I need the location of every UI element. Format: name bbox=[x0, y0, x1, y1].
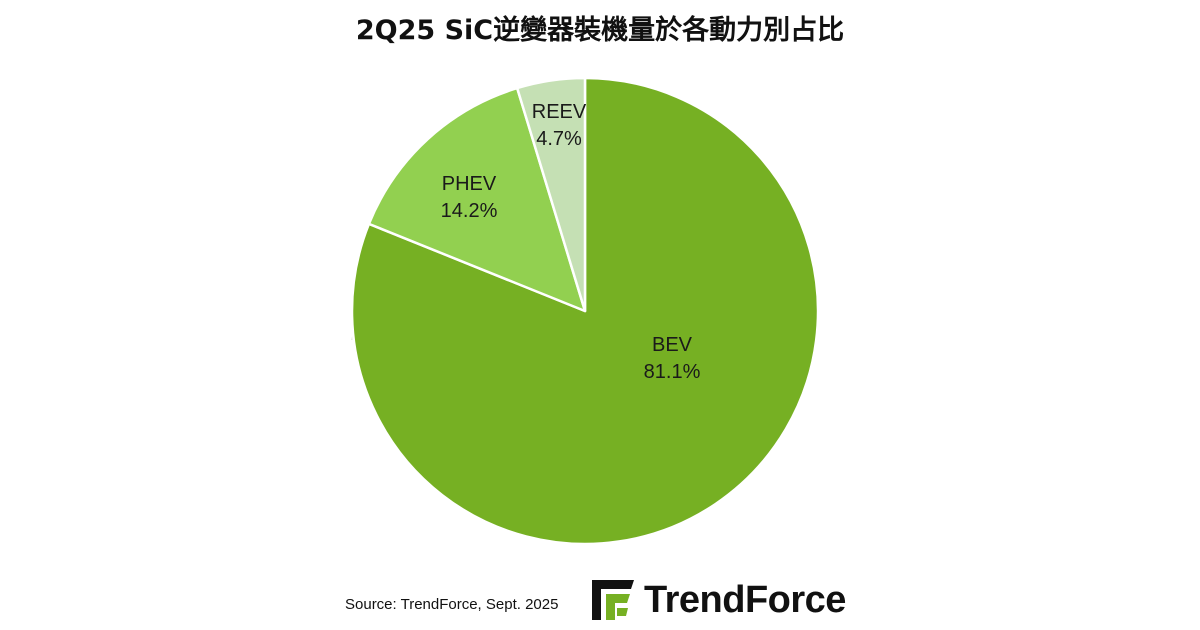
source-note: Source: TrendForce, Sept. 2025 bbox=[345, 596, 559, 613]
slice-value-bev: 81.1% bbox=[644, 361, 701, 383]
pie-slice-phev bbox=[367, 86, 587, 313]
trendforce-logo-icon bbox=[592, 580, 634, 620]
slice-label-reev: REEV bbox=[532, 101, 587, 123]
trendforce-logo-text: TrendForce bbox=[644, 578, 846, 621]
chart-title: 2Q25 SiC逆變器裝機量於各動力別占比 bbox=[355, 15, 845, 46]
slice-value-reev: 4.7% bbox=[536, 128, 582, 150]
pie-labels: BEV 81.1% PHEV 14.2% REEV 4.7% bbox=[441, 101, 701, 383]
slice-value-phev: 14.2% bbox=[441, 200, 498, 222]
trendforce-logo: TrendForce bbox=[588, 578, 846, 622]
pie-slices bbox=[350, 76, 820, 546]
slice-label-phev: PHEV bbox=[442, 173, 497, 195]
pie-slice-reev bbox=[515, 76, 587, 313]
slice-label-bev: BEV bbox=[652, 334, 693, 356]
